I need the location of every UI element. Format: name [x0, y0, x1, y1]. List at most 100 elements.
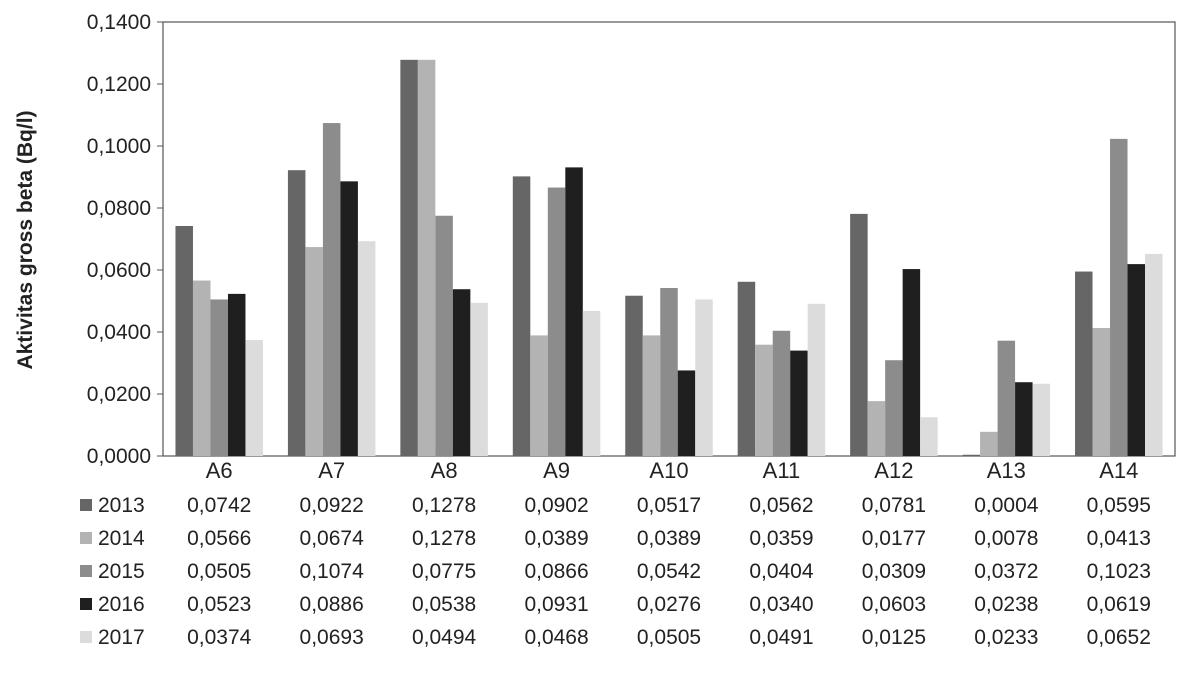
bar-2017-A12 — [920, 417, 938, 456]
bar-2014-A11 — [755, 344, 773, 456]
data-table-value: 0,0542 — [637, 560, 701, 583]
data-table-value: 0,0922 — [300, 494, 364, 517]
data-table-value: 0,0505 — [187, 560, 251, 583]
bar-2014-A12 — [867, 401, 886, 456]
bar-2013-A12 — [850, 213, 868, 456]
x-category-label: A13 — [987, 458, 1026, 483]
bar-2015-A10 — [660, 287, 678, 456]
data-table-value: 0,0359 — [749, 527, 813, 550]
data-table-value: 0,0886 — [300, 593, 364, 616]
bar-2015-A6 — [210, 299, 228, 456]
y-tick-label: 0,0200 — [87, 383, 151, 406]
y-tick-label: 0,0800 — [87, 197, 151, 220]
data-table-value: 0,0674 — [300, 527, 365, 550]
legend-key-2016 — [80, 598, 92, 610]
bar-2014-A13 — [980, 431, 998, 456]
data-table-value: 0,0603 — [862, 593, 926, 616]
legend-series-name: 2015 — [98, 560, 145, 583]
x-category-label: A10 — [649, 458, 688, 483]
data-table-value: 0,0468 — [524, 626, 588, 649]
bar-2016-A13 — [1015, 382, 1033, 456]
bar-2013-A6 — [175, 225, 193, 456]
data-table-value: 0,0309 — [862, 560, 926, 583]
data-table-value: 0,0177 — [862, 527, 926, 550]
x-category-label: A9 — [543, 458, 570, 483]
y-tick-label: 0,1200 — [87, 73, 151, 96]
bar-2017-A7 — [357, 241, 376, 456]
bar-2013-A13 — [962, 454, 981, 456]
data-table-value: 0,0538 — [412, 593, 476, 616]
data-table-value: 0,0562 — [749, 494, 813, 517]
bar-2014-A8 — [417, 59, 436, 456]
bar-2013-A10 — [625, 295, 643, 456]
bar-2015-A9 — [547, 187, 566, 457]
data-table-value: 0,1023 — [1087, 560, 1151, 583]
data-table-value: 0,0523 — [187, 593, 251, 616]
bar-2013-A9 — [512, 176, 531, 456]
bar-2016-A7 — [340, 181, 358, 456]
y-tick-label: 0,0600 — [87, 259, 151, 282]
legend-series-name: 2016 — [98, 593, 145, 616]
data-table-value: 0,0125 — [862, 626, 926, 649]
x-category-label: A12 — [874, 458, 913, 483]
bar-2016-A11 — [790, 350, 808, 456]
data-table-value: 0,1278 — [412, 527, 476, 550]
bar-2013-A14 — [1075, 271, 1093, 456]
data-table-value: 0,0566 — [187, 527, 251, 550]
data-table-value: 0,0372 — [974, 560, 1038, 583]
bar-2014-A9 — [530, 335, 548, 456]
bar-2016-A12 — [902, 269, 921, 456]
bar-2015-A12 — [885, 360, 903, 456]
bar-2013-A11 — [737, 281, 756, 456]
data-table-value: 0,0491 — [749, 626, 813, 649]
bar-2017-A11 — [807, 303, 826, 456]
bar-2016-A14 — [1127, 264, 1146, 456]
data-table-value: 0,0276 — [637, 593, 701, 616]
legend-series-name: 2014 — [98, 527, 145, 550]
y-tick-label: 0,1000 — [87, 135, 151, 158]
data-table-value: 0,1278 — [412, 494, 476, 517]
data-table-value: 0,0374 — [187, 626, 252, 649]
legend-key-2015 — [80, 565, 92, 577]
data-table-value: 0,0619 — [1087, 593, 1151, 616]
data-table-value: 0,0693 — [300, 626, 364, 649]
data-table-value: 0,0775 — [412, 560, 476, 583]
data-table-value: 0,0742 — [187, 494, 251, 517]
data-table-value: 0,0931 — [524, 593, 588, 616]
data-table-value: 0,0505 — [637, 626, 701, 649]
bar-2017-A8 — [470, 302, 488, 456]
bar-2016-A6 — [227, 293, 246, 456]
bar-2014-A10 — [642, 335, 661, 456]
bar-2013-A7 — [287, 170, 306, 456]
bar-2014-A14 — [1092, 327, 1111, 456]
bar-2017-A13 — [1032, 383, 1051, 456]
bar-2017-A14 — [1145, 253, 1163, 456]
bar-2015-A14 — [1110, 138, 1128, 456]
data-table-value: 0,0389 — [637, 527, 701, 550]
x-category-label: A8 — [431, 458, 458, 483]
data-table-value: 0,0652 — [1087, 626, 1151, 649]
x-category-label: A7 — [318, 458, 345, 483]
bar-2013-A8 — [400, 59, 418, 456]
data-table-value: 0,0233 — [974, 626, 1038, 649]
x-category-label: A11 — [763, 458, 801, 483]
data-table-value: 0,0413 — [1087, 527, 1151, 550]
x-category-label: A14 — [1099, 458, 1138, 483]
bar-2014-A6 — [192, 280, 211, 456]
bar-2016-A9 — [565, 167, 583, 456]
legend-key-2017 — [80, 631, 92, 643]
bar-2017-A9 — [582, 310, 601, 456]
data-table-value: 0,0238 — [974, 593, 1038, 616]
bar-2015-A7 — [322, 123, 341, 456]
x-category-label: A6 — [206, 458, 233, 483]
y-tick-label: 0,0000 — [87, 445, 151, 468]
bar-2015-A8 — [435, 215, 453, 456]
data-table-value: 0,0004 — [974, 494, 1039, 517]
bar-2017-A6 — [245, 340, 263, 456]
bar-2015-A11 — [772, 330, 791, 456]
bar-2017-A10 — [695, 299, 713, 456]
bar-2016-A8 — [452, 289, 471, 456]
data-table-value: 0,0078 — [974, 527, 1038, 550]
y-axis-label: Aktivitas gross beta (Bq/l) — [14, 110, 37, 369]
